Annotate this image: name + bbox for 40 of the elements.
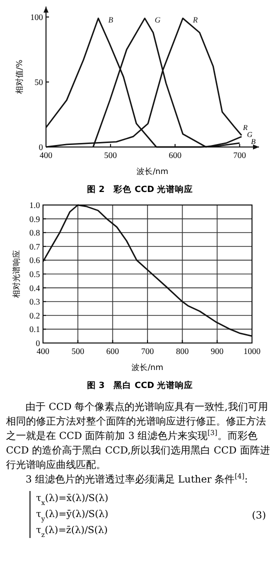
- x-axis-title: 波长/nm: [136, 167, 168, 176]
- series-label: R: [192, 15, 198, 24]
- text: 3 组滤色片的光谱透过率必须满足 Luther 条件$^{[4]}$:: [26, 472, 248, 486]
- y-tick-label: 0.7: [29, 241, 40, 252]
- y-tick-label: 1.0: [29, 200, 40, 210]
- text: τ$_{z}$(λ)=z̄(λ)/S(λ): [36, 525, 108, 539]
- y-tick-label: 0.3: [29, 296, 40, 307]
- x-tick-label: 900: [210, 346, 224, 356]
- text: 图 3 黑白 CCD 光谱响应: [86, 380, 194, 391]
- series-label: G: [154, 15, 161, 24]
- x-tick-label: 400: [36, 346, 50, 356]
- y-axis-title: 相对值/%: [15, 59, 24, 94]
- text: 由于 CCD 每个像素点的光谱响应具有一致性,我们可用相同的修正方法对整个面阵的光谱响应进行修正。修正方法之一就是在 CCD 面阵前加 3 组滤色片来实现$^{[3]}$。而彩色 CCD 的造价高于黑白 CCD,所以我们选用黑白 CCD 面阵进行光谱响应曲线匹配。: [6, 401, 270, 471]
- x-tick-label: 600: [168, 150, 182, 160]
- x-tick-label: 1000: [244, 346, 260, 356]
- y-tick-label: 0: [36, 338, 40, 348]
- y-tick-label: 0.2: [29, 310, 40, 320]
- y-tick-label: 50: [34, 77, 43, 87]
- x-tick-label: 600: [106, 346, 120, 356]
- x-tick-label: 700: [141, 346, 154, 356]
- text: 图 2 彩色 CCD 光谱响应: [86, 184, 194, 195]
- text: τ$_{x}$(λ)=x̄(λ)/S(λ): [36, 493, 108, 507]
- text: τ$_{y}$(λ)=ȳ(λ)/S(λ): [36, 509, 108, 523]
- y-tick-label: 0.4: [29, 282, 41, 293]
- x-tick-label: 800: [176, 346, 189, 356]
- x-tick-label: 500: [71, 346, 84, 356]
- y-tick-label: 0: [38, 142, 43, 152]
- y-tick-label: 0.9: [29, 214, 40, 224]
- x-tick-label: 500: [104, 150, 117, 160]
- y-tick-label: 100: [30, 12, 43, 22]
- x-axis-title: 波长/nm: [132, 363, 164, 372]
- text: (3): [252, 510, 266, 522]
- series-label: B: [108, 15, 114, 24]
- x-tick-label: 700: [233, 150, 246, 160]
- y-tick-label: 0.5: [29, 269, 40, 279]
- y-tick-label: 0.1: [29, 324, 40, 334]
- x-tick-label: 400: [40, 150, 52, 160]
- y-tick-label: 0.8: [29, 228, 40, 238]
- y-tick-label: 0.6: [29, 255, 40, 266]
- y-axis-title: 相对光谱响应: [12, 250, 21, 298]
